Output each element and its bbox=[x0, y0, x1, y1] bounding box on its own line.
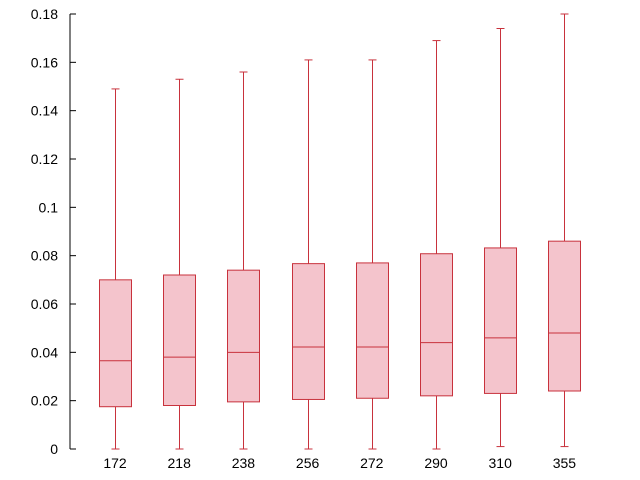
x-tick-label: 272 bbox=[360, 455, 384, 471]
box-iqr bbox=[356, 262, 389, 399]
box-iqr bbox=[484, 247, 517, 394]
box-iqr bbox=[163, 274, 196, 406]
x-tick-label: 238 bbox=[232, 455, 256, 471]
y-tick-label: 0.1 bbox=[39, 199, 59, 215]
x-tick-label: 218 bbox=[168, 455, 192, 471]
box-item bbox=[163, 78, 196, 450]
y-tick-label: 0.04 bbox=[31, 344, 58, 360]
box-iqr bbox=[292, 263, 325, 400]
y-tick-label: 0.16 bbox=[31, 54, 58, 70]
x-tick-label: 310 bbox=[489, 455, 513, 471]
box-series bbox=[99, 13, 581, 450]
box-iqr bbox=[99, 279, 132, 408]
box-iqr bbox=[420, 253, 453, 397]
box-iqr bbox=[548, 240, 581, 392]
y-tick-label: 0.02 bbox=[31, 393, 58, 409]
y-tick-labels: 0 0.02 0.04 0.06 0.08 0.1 0.12 0.14 0.16 0.18 bbox=[31, 6, 58, 457]
box-item bbox=[420, 40, 453, 450]
y-tick-label: 0.08 bbox=[31, 248, 58, 264]
box-item bbox=[356, 59, 389, 450]
box-item bbox=[227, 71, 260, 450]
x-tick-label: 355 bbox=[553, 455, 577, 471]
axes bbox=[69, 13, 76, 450]
box-iqr bbox=[227, 269, 260, 403]
box-item bbox=[548, 13, 581, 448]
x-tick-label: 256 bbox=[296, 455, 320, 471]
x-tick-labels: 172 218 238 256 272 290 310 355 bbox=[103, 455, 576, 471]
y-tick-label: 0.06 bbox=[31, 296, 58, 312]
box-item bbox=[99, 88, 132, 450]
box-item bbox=[484, 28, 517, 448]
y-tick-label: 0.12 bbox=[31, 151, 58, 167]
x-tick-label: 172 bbox=[103, 455, 127, 471]
y-tick-label: 0.14 bbox=[31, 103, 58, 119]
box-item bbox=[292, 59, 325, 450]
y-tick-label: 0 bbox=[50, 441, 58, 457]
y-tick-label: 0.18 bbox=[31, 6, 58, 22]
x-tick-label: 290 bbox=[424, 455, 448, 471]
